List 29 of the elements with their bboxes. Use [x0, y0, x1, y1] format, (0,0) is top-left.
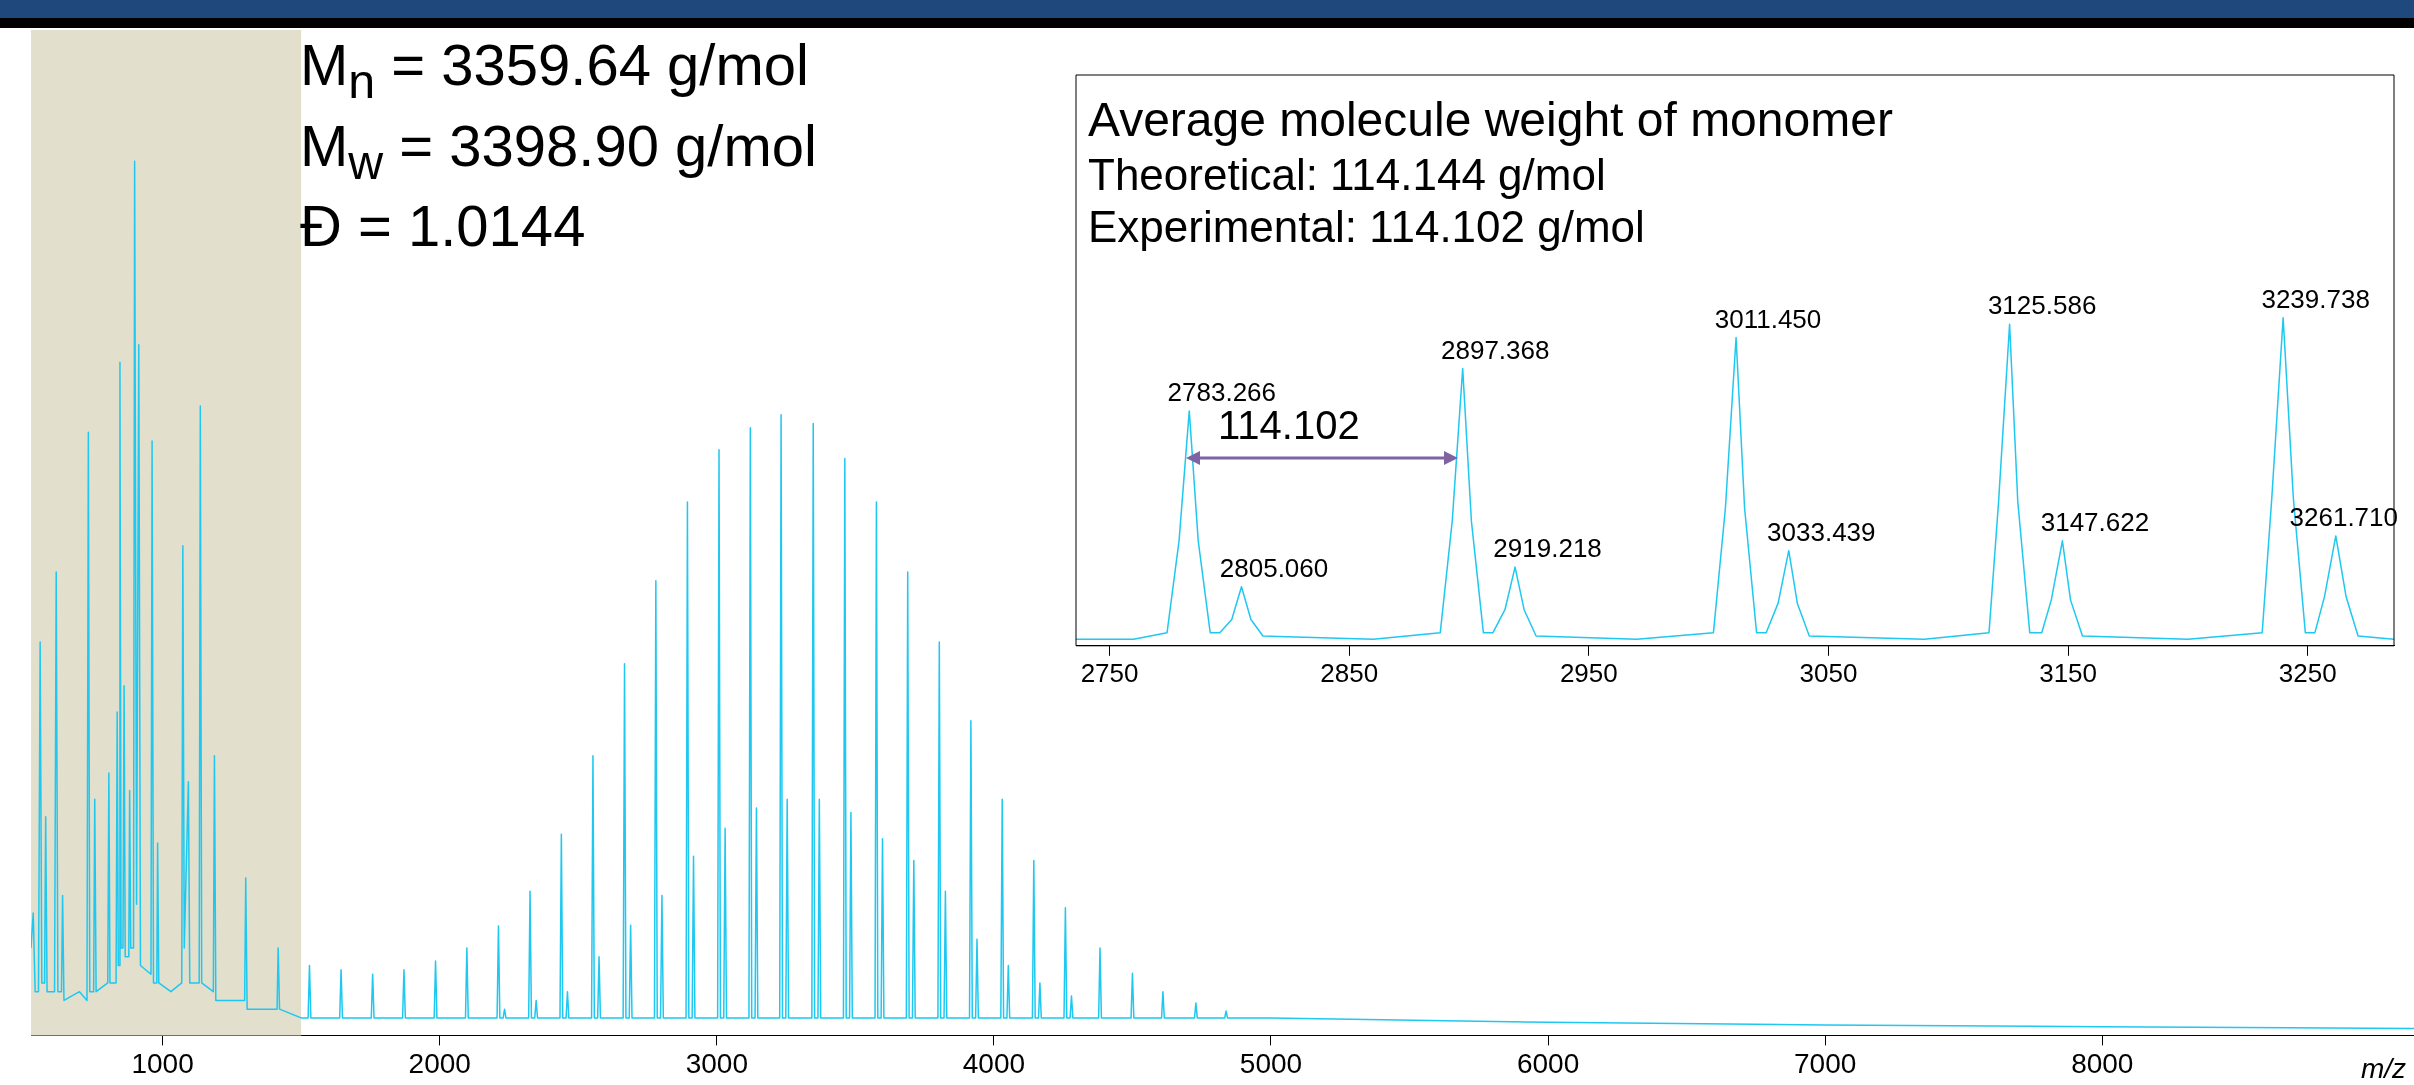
x-tick-label: 5000: [1239, 1047, 1303, 1079]
annotation: Đ = 1.0144: [300, 192, 587, 261]
x-tick-label: 2000: [408, 1047, 471, 1079]
annotation: 2805.060: [1219, 552, 1329, 583]
x-tick-label: 3250: [2278, 657, 2337, 688]
annotation: 3011.450: [1714, 303, 1822, 334]
x-tick-label: 1000: [131, 1047, 194, 1079]
annotation: 3147.622: [2040, 507, 2150, 537]
annotation: Theoretical: 114.144 g/mol: [1088, 148, 1607, 201]
x-tick-label: 2750: [1080, 657, 1139, 688]
x-tick-label: 2950: [1559, 657, 1618, 688]
annotation: 3033.439: [1767, 516, 1876, 547]
x-tick-label: 3000: [685, 1047, 748, 1079]
annotation: M$_{w}$ = 3398.90 g/mol: [300, 111, 817, 191]
x-tick-label: 3150: [2039, 657, 2098, 688]
annotation: 2897.368: [1441, 334, 1550, 365]
annotation: 3125.586: [1987, 290, 2097, 321]
x-tick-label: 4000: [962, 1047, 1026, 1079]
annotation: Experimental: 114.102 g/mol: [1088, 201, 1646, 254]
chart-title: Average molecule weight of monomer: [1088, 92, 1893, 148]
x-tick-label: 8000: [2071, 1047, 2134, 1079]
annotation: 2919.218: [1493, 533, 1602, 564]
x-tick-label: 2850: [1320, 657, 1379, 688]
annotation: 3239.738: [2261, 283, 2370, 314]
x-tick-label: 7000: [1794, 1047, 1857, 1079]
text: M$_{n}$ = 3359.64 g/mol: [300, 31, 810, 110]
x-tick-label: 6000: [1516, 1047, 1580, 1079]
x-axis-title: m/z: [2360, 1053, 2406, 1085]
x-tick-label: 3050: [1799, 657, 1858, 688]
